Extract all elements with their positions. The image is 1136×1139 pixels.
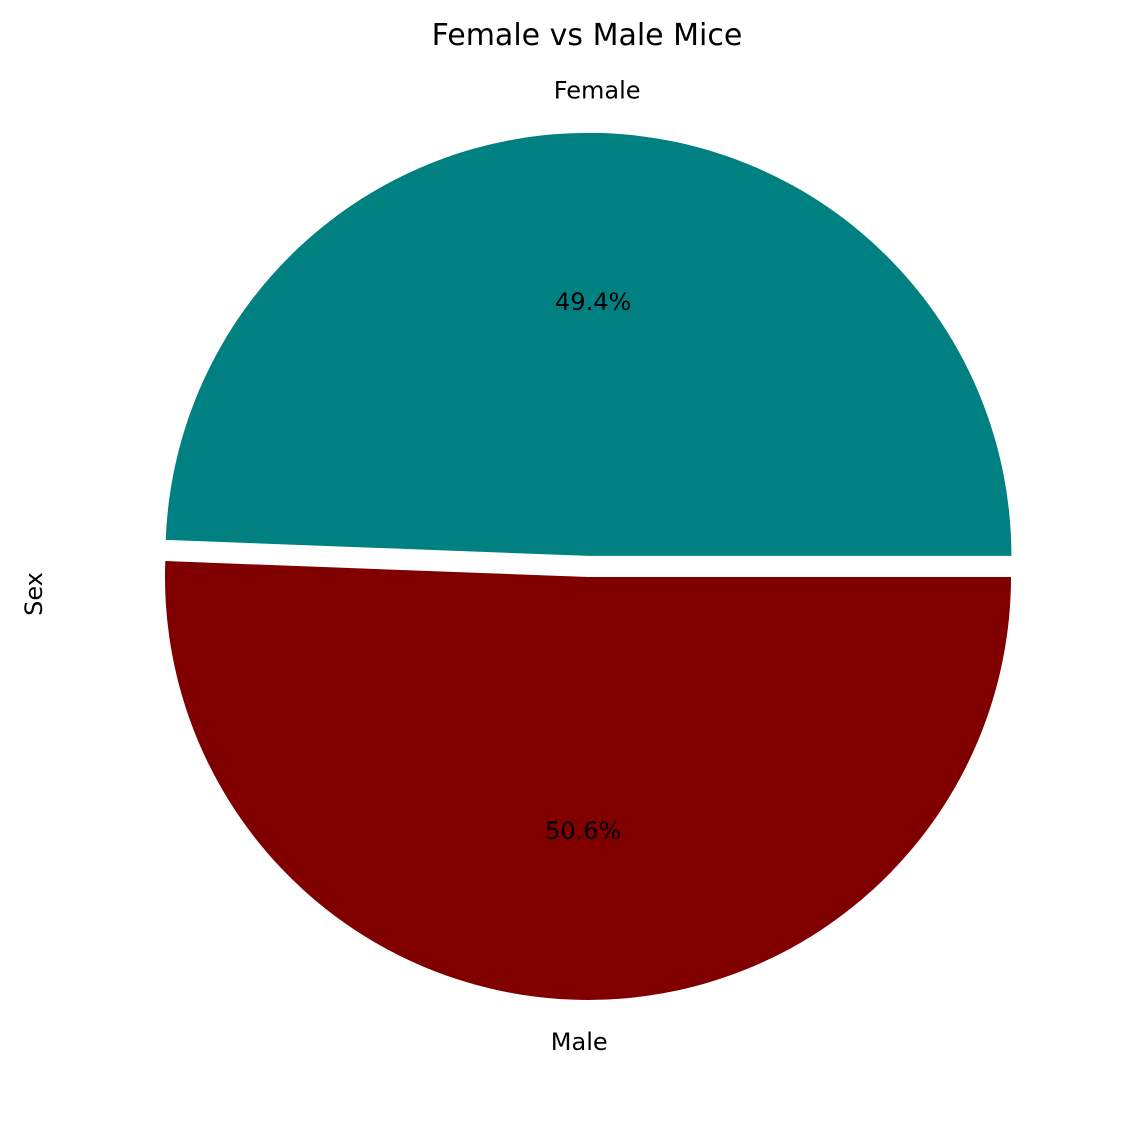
pie-category-label-male: Male	[551, 1028, 608, 1056]
chart-title: Female vs Male Mice	[432, 18, 743, 53]
y-axis-label: Sex	[20, 572, 48, 616]
pie-slice-female	[165, 132, 1012, 556]
pie-percent-label-male: 50.6%	[545, 817, 621, 845]
pie-slices	[165, 132, 1012, 1000]
pie-category-label-female: Female	[554, 77, 641, 105]
pie-slice-male	[165, 561, 1011, 1000]
pie-labels: 49.4% Female 50.6% Male	[545, 77, 640, 1057]
pie-percent-label-female: 49.4%	[555, 288, 631, 316]
